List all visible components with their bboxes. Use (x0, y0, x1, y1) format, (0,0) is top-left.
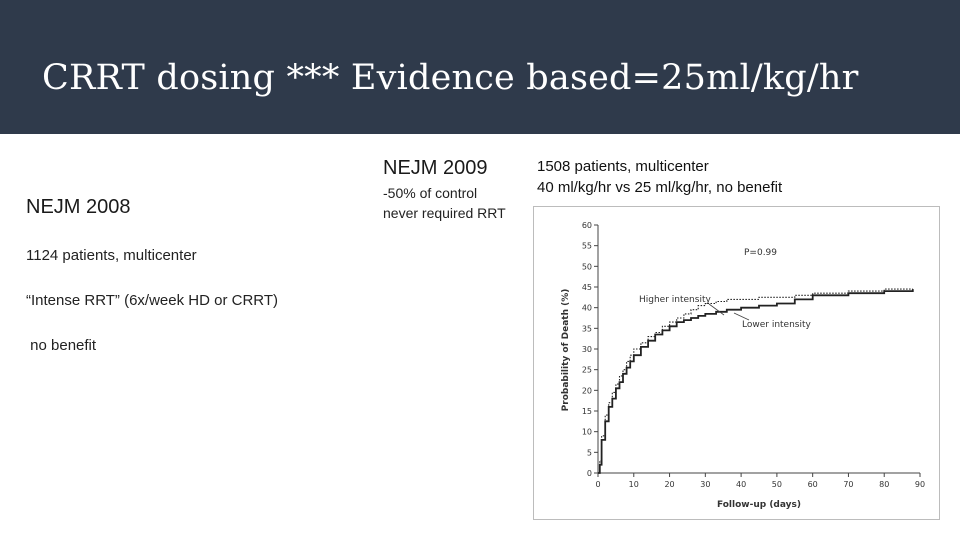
chart-y-tick-label: 40 (582, 304, 592, 313)
chart-y-tick-label: 0 (587, 469, 592, 478)
right-note-patients: 1508 patients, multicenter (537, 158, 709, 175)
chart-series-line-higher-intensity (598, 288, 913, 474)
middle-note-control: -50% of control (383, 185, 478, 201)
title-banner: CRRT dosing *** Evidence based=25ml/kg/h… (0, 0, 960, 134)
chart-legend-higher-intensity: Higher intensity (639, 295, 711, 305)
chart-y-tick-label: 15 (582, 407, 592, 416)
left-line-no-benefit: no benefit (26, 337, 97, 354)
chart-y-tick-label: 35 (582, 324, 592, 333)
right-note-dose: 40 ml/kg/hr vs 25 ml/kg/hr, no benefit (537, 179, 783, 196)
chart-x-tick-label: 0 (595, 480, 600, 489)
chart-x-tick-label: 40 (736, 480, 746, 489)
chart-y-tick-label: 50 (582, 262, 592, 271)
left-line-patients: 1124 patients, multicenter (26, 247, 197, 264)
chart-x-tick-label: 30 (700, 480, 710, 489)
left-line-intense-rrt: “Intense RRT” (6x/week HD or CRRT) (26, 292, 278, 309)
chart-x-tick-label: 20 (664, 480, 674, 489)
chart-legend-lower-intensity: Lower intensity (742, 320, 812, 330)
chart-series-layer (598, 288, 914, 474)
chart-y-axis-label: Probability of Death (%) (561, 289, 571, 412)
chart-annotation-p-value: P=0.99 (744, 248, 777, 258)
chart-y-tick-label: 10 (582, 428, 592, 437)
left-heading: NEJM 2008 (26, 196, 131, 218)
middle-note-rrt: never required RRT (383, 205, 506, 221)
chart-x-tick-label: 80 (879, 480, 889, 489)
chart-y-tick-label: 55 (582, 242, 592, 251)
chart-axes: 0 5 10 15 20 25 30 35 40 45 50 55 60 0 10 20 30 40 50 60 70 8… (582, 221, 925, 489)
chart-y-tick-label: 20 (582, 386, 592, 395)
slide-title: CRRT dosing *** Evidence based=25ml/kg/h… (42, 58, 859, 98)
survival-chart: 0 5 10 15 20 25 30 35 40 45 50 55 60 0 10 20 30 40 50 60 70 8… (533, 206, 940, 520)
chart-y-tick-label: 30 (582, 345, 592, 354)
chart-svg: 0 5 10 15 20 25 30 35 40 45 50 55 60 0 10 20 30 40 50 60 70 8… (561, 221, 925, 510)
chart-legend-leader-lower (733, 312, 750, 321)
chart-x-tick-label: 90 (915, 480, 925, 489)
chart-x-tick-label: 70 (843, 480, 853, 489)
chart-y-tick-label: 5 (587, 448, 592, 457)
chart-x-tick-label: 50 (772, 480, 782, 489)
chart-x-tick-label: 60 (808, 480, 818, 489)
chart-y-tick-label: 45 (582, 283, 592, 292)
chart-series-line-lower-intensity (598, 289, 914, 474)
chart-x-axis-label: Follow-up (days) (717, 500, 801, 510)
chart-y-tick-label: 25 (582, 366, 592, 375)
chart-x-tick-label: 10 (629, 480, 639, 489)
middle-heading: NEJM 2009 (383, 157, 488, 179)
chart-y-tick-label: 60 (582, 221, 592, 230)
chart-legend-leader-higher (708, 303, 725, 316)
